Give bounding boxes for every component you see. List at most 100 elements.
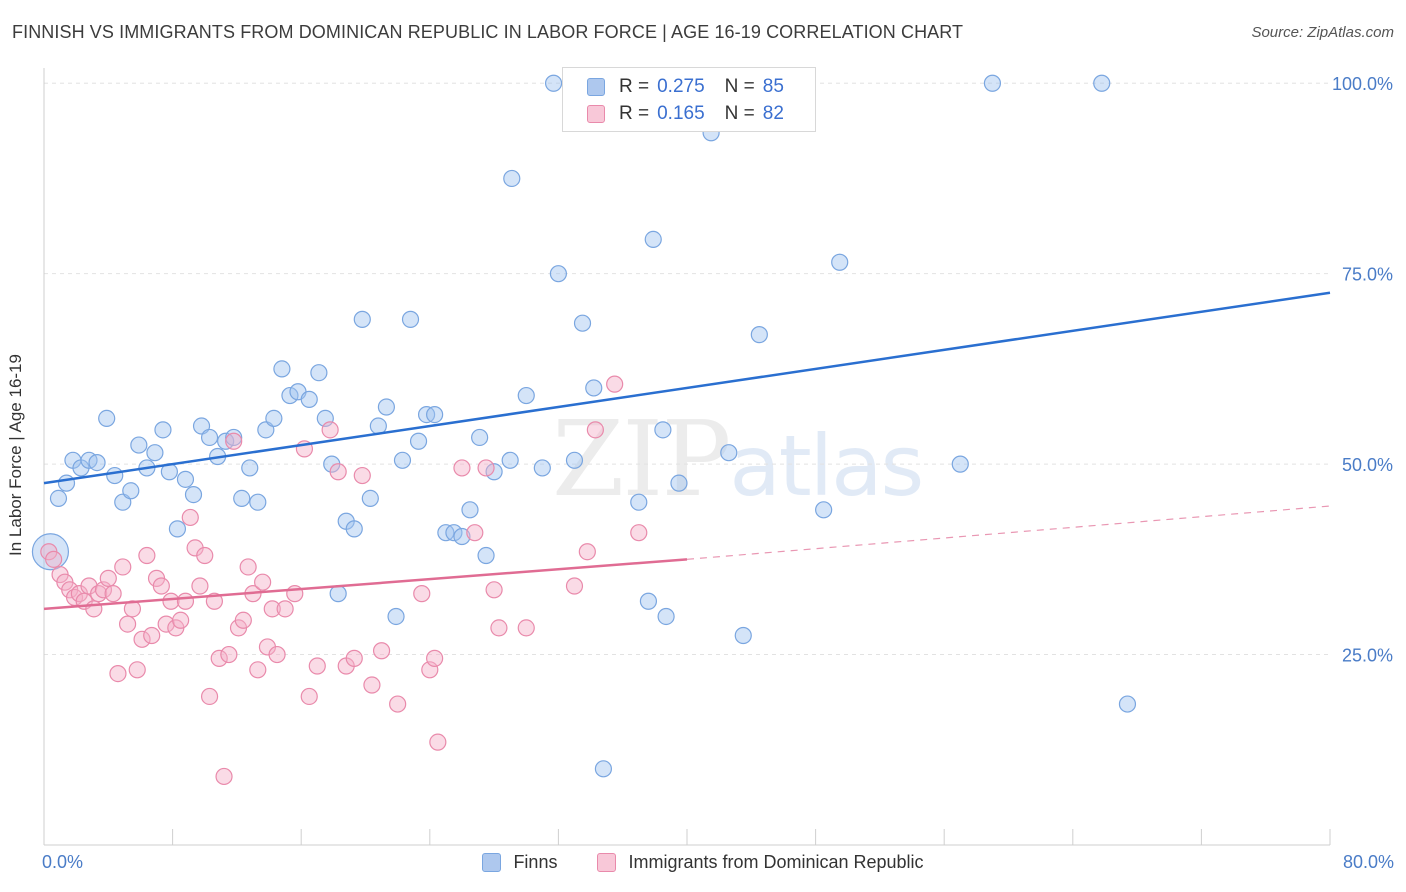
data-point (146, 444, 164, 462)
data-point (239, 558, 257, 576)
data-point (241, 459, 259, 477)
legend-n-value: 85 (762, 76, 784, 97)
data-point (413, 585, 431, 603)
data-point (345, 520, 363, 538)
x-tick-label-max: 80.0% (1342, 852, 1394, 872)
legend-swatch-dominican (587, 105, 605, 123)
data-point (445, 524, 463, 542)
data-point (114, 558, 132, 576)
data-point (630, 493, 648, 511)
data-point (106, 466, 124, 485)
y-tick-labels: 25.0% 50.0% 75.0% 100.0% (1332, 74, 1393, 665)
series-legend: Finns Immigrants from Dominican Republic (0, 852, 1406, 873)
data-point (265, 409, 283, 428)
data-point (533, 459, 551, 477)
data-point (951, 455, 969, 473)
data-point (490, 619, 508, 637)
data-point (549, 265, 568, 283)
data-point (353, 310, 371, 328)
data-point (122, 482, 140, 500)
data-point (162, 592, 180, 610)
data-point (517, 619, 535, 637)
data-point (983, 74, 1002, 92)
data-point (750, 326, 768, 344)
data-point (585, 379, 603, 397)
data-point (377, 398, 395, 416)
legend-n-value: 82 (762, 103, 784, 124)
data-point (263, 600, 281, 618)
data-point (104, 585, 122, 603)
data-point (49, 489, 68, 507)
data-point (426, 406, 444, 424)
data-point (831, 253, 849, 271)
data-point (45, 550, 63, 568)
data-point (477, 459, 495, 477)
data-point (118, 615, 137, 633)
data-point (372, 642, 391, 660)
data-point (644, 230, 662, 248)
data-point (345, 649, 363, 667)
data-point (565, 451, 584, 469)
data-point (565, 577, 584, 595)
grid-lines (44, 82, 1330, 656)
data-point (176, 592, 195, 610)
data-point (109, 665, 127, 683)
data-point (586, 421, 604, 439)
x-tick-label-min: 0.0% (42, 852, 84, 872)
watermark-atlas: atlas (729, 417, 924, 515)
data-point (99, 569, 117, 587)
data-point (181, 508, 199, 527)
data-point (152, 577, 170, 595)
legend-item-dominican[interactable]: Immigrants from Dominican Republic (597, 852, 924, 873)
series-finns (31, 74, 1137, 778)
data-point (657, 607, 675, 626)
data-point (273, 360, 291, 378)
y-tick-label: 100.0% (1332, 74, 1393, 94)
trend-line-dominican-extension (686, 505, 1331, 560)
data-point (321, 421, 339, 439)
source-label: Source: ZipAtlas.com (1251, 24, 1394, 41)
legend-row-dominican: R = 0.165 N = 82 (587, 103, 784, 125)
data-point (143, 626, 161, 645)
data-point (268, 645, 286, 664)
data-point (517, 386, 535, 405)
data-point (310, 364, 328, 382)
data-point (276, 600, 294, 618)
trend-line-finns (43, 291, 1331, 485)
legend-swatch-finns (587, 78, 605, 96)
data-point (453, 527, 471, 546)
data-point (606, 375, 624, 393)
data-point (393, 451, 412, 469)
data-point (168, 520, 187, 538)
data-point (176, 470, 195, 488)
data-point (98, 409, 116, 428)
data-point (138, 546, 156, 565)
data-point (573, 314, 592, 332)
data-points (31, 74, 1137, 786)
data-point (630, 524, 648, 542)
data-point (461, 501, 479, 519)
data-point (300, 390, 318, 408)
data-point (196, 546, 214, 565)
data-point (471, 428, 489, 447)
data-point (426, 649, 444, 667)
data-point (234, 611, 252, 629)
data-point (57, 474, 76, 492)
data-point (401, 310, 420, 328)
data-point (544, 74, 563, 92)
legend-r-label: R = (619, 76, 650, 97)
data-point (88, 453, 106, 472)
data-point (501, 451, 519, 469)
data-point (815, 501, 833, 519)
y-tick-label: 25.0% (1342, 646, 1393, 666)
data-point (210, 649, 228, 667)
data-point (1093, 74, 1111, 92)
data-point (594, 760, 613, 778)
data-point (466, 524, 484, 542)
legend-label-finns: Finns (513, 852, 558, 872)
data-point (133, 630, 151, 648)
data-point (639, 592, 658, 610)
data-point (363, 676, 381, 694)
legend-item-finns[interactable]: Finns (482, 852, 557, 873)
